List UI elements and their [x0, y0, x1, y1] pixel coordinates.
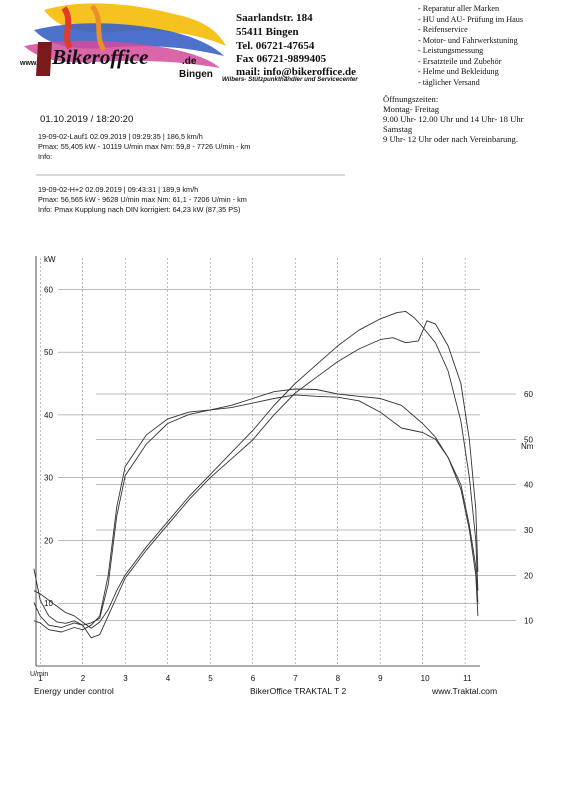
x-tick-label: 5 — [208, 674, 213, 683]
kw-tick-label: 50 — [44, 348, 53, 357]
x-tick-label: 1 — [38, 674, 43, 683]
chart-axes — [35, 256, 480, 667]
phone-line: Tel. 06721-47654 — [236, 40, 315, 52]
fax-line: Fax 06721-9899405 — [236, 53, 327, 65]
run1-pmax: Pmax: 55,405 kW - 10119 U/min max Nm: 59… — [38, 142, 251, 151]
service-item: - Helme und Bekleidung — [418, 67, 499, 76]
run2-info: Info: Pmax Kupplung nach DIN korrigiert:… — [38, 205, 241, 214]
x-tick-label: 10 — [421, 674, 430, 683]
footer-website: www.Traktal.com — [432, 686, 498, 696]
hours-line: Samstag — [383, 124, 413, 134]
logo-domain-right: .de — [182, 56, 197, 67]
x-tick-label: 7 — [293, 674, 298, 683]
power-curve — [33, 310, 479, 629]
nm-axis-label: Nm — [521, 442, 534, 451]
nm-tick-label: 20 — [524, 571, 533, 580]
power-curve — [33, 320, 479, 639]
logo-domain-left: www. — [19, 60, 38, 67]
chart-labels: 1 2 3 4 5 6 7 8 9 10 11 10 20 30 40 50 60 10 20 30 40 50 60 kW N… — [30, 255, 534, 683]
footer-slogan: Energy under control — [34, 686, 114, 696]
hours-line: 9 Uhr- 12 Uhr oder nach Vereinbarung. — [383, 134, 518, 144]
rpm-axis-label: U/min — [30, 671, 48, 678]
nm-tick-label: 30 — [524, 526, 533, 535]
kw-axis-label: kW — [44, 255, 56, 264]
x-tick-label: 4 — [166, 674, 171, 683]
run2-pmax: Pmax: 56,565 kW - 9628 U/min max Nm: 61,… — [38, 195, 247, 204]
address-line: 55411 Bingen — [236, 26, 299, 38]
mail-line: mail: info@bikeroffice.de — [236, 66, 357, 78]
service-item: - Motor- und Fahrwerkstuning — [418, 35, 518, 45]
report-datetime: 01.10.2019 / 18:20:20 — [40, 114, 134, 125]
kw-tick-label: 20 — [44, 536, 53, 545]
nm-tick-label: 10 — [524, 617, 533, 626]
chart-grid — [39, 258, 516, 666]
service-item: - Leistungsmessung — [418, 46, 484, 55]
x-tick-label: 6 — [251, 674, 256, 683]
kw-tick-label: 40 — [44, 411, 53, 420]
logo-brand: Bikeroffice — [51, 45, 148, 69]
service-item: - Reparatur aller Marken — [418, 4, 500, 13]
service-item: - täglicher Versand — [418, 77, 480, 87]
kw-tick-label: 60 — [44, 285, 53, 294]
x-tick-label: 9 — [378, 674, 383, 683]
x-tick-label: 8 — [336, 674, 341, 683]
nm-tick-label: 50 — [524, 435, 533, 444]
bikeroffice-logo: www. Bikeroffice .de Bingen — [19, 3, 226, 80]
x-tick-label: 11 — [463, 674, 472, 683]
run1-title: 19-09-02-Lauf1 02.09.2019 | 09:29:35 | 1… — [38, 132, 203, 141]
x-tick-label: 3 — [123, 674, 128, 683]
service-item: - Reifenservice — [418, 25, 468, 34]
nm-tick-label: 60 — [524, 390, 533, 399]
torque-curve — [33, 388, 479, 633]
kw-tick-label: 10 — [44, 599, 53, 608]
run2-title: 19-09-02-H+2 02.09.2019 | 09:43:31 | 189… — [38, 185, 199, 194]
logo-city: Bingen — [179, 69, 213, 80]
tagline: Wilbers- Stützpunkthändler und Servicece… — [222, 76, 358, 83]
footer-product: BikerOffice TRAKTAL T 2 — [250, 686, 347, 696]
chart-curves — [33, 310, 479, 639]
run1-info: Info: — [38, 152, 53, 161]
torque-curve — [33, 394, 479, 628]
service-item: - HU und AU- Prüfung im Haus — [418, 14, 524, 24]
kw-tick-label: 30 — [44, 474, 53, 483]
hours-line: Öffnungszeiten: — [383, 94, 439, 104]
service-item: - Ersatzteile und Zubehör — [418, 56, 502, 66]
hours-line: 9.00 Uhr- 12.00 Uhr und 14 Uhr- 18 Uhr — [383, 114, 524, 124]
address-line: Saarlandstr. 184 — [236, 12, 313, 24]
x-tick-label: 2 — [81, 674, 86, 683]
hours-line: Montag- Freitag — [383, 104, 440, 114]
nm-tick-label: 40 — [524, 481, 533, 490]
